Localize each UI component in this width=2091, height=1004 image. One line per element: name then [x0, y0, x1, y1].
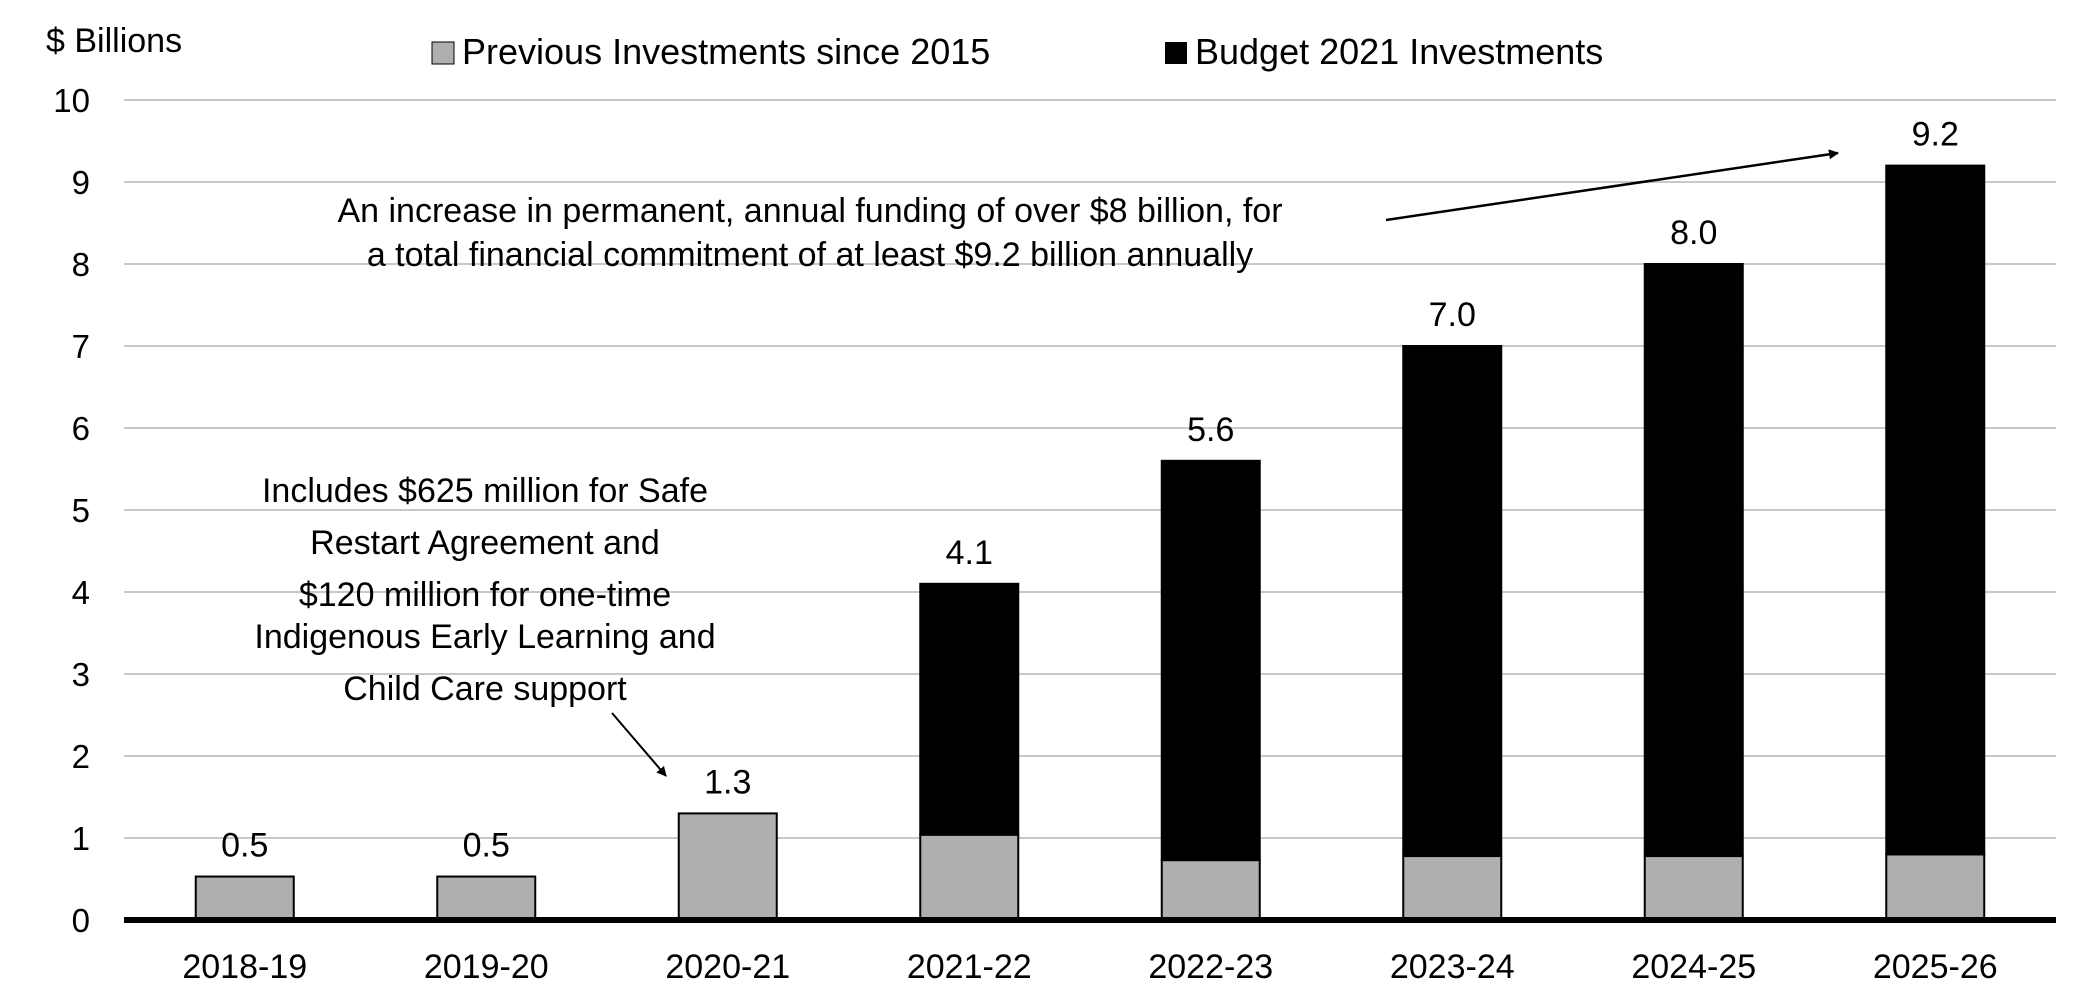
y-tick-label: 0 — [72, 902, 90, 939]
bar-budget-2021 — [1885, 164, 1986, 856]
y-tick-label: 2 — [72, 738, 90, 775]
x-tick-label: 2025-26 — [1873, 948, 1998, 986]
annotation-line-5: Child Care support — [343, 670, 627, 708]
legend-swatch-previous — [431, 41, 455, 65]
annotation-arrow-1 — [611, 712, 667, 777]
total-label: 4.1 — [946, 534, 993, 572]
bar-previous-investments — [1402, 855, 1503, 921]
x-tick-label: 2024-25 — [1631, 948, 1756, 986]
gridlines — [124, 99, 2056, 839]
total-label: 5.6 — [1187, 411, 1234, 449]
y-tick-label: 7 — [72, 328, 90, 365]
y-tick-label: 1 — [72, 820, 90, 857]
annotation-line-2: Restart Agreement and — [310, 524, 660, 562]
y-tick-label: 9 — [72, 164, 90, 201]
annotation-line-6: An increase in permanent, annual funding… — [337, 192, 1282, 230]
y-tick-label: 8 — [72, 246, 90, 283]
total-label: 8.0 — [1670, 214, 1717, 252]
y-tick-label: 4 — [72, 574, 90, 611]
bar-previous-investments — [677, 812, 778, 922]
legend-swatch-budget — [1165, 42, 1187, 64]
annotation-line-3: $120 million for one-time — [299, 576, 671, 614]
bar-previous-investments — [194, 875, 295, 921]
total-label: 1.3 — [704, 763, 751, 801]
annotation-arrow-2 — [1385, 149, 1839, 222]
y-tick-label: 5 — [72, 492, 90, 529]
y-tick-label: 6 — [72, 410, 90, 447]
total-labels: 0.5 0.5 1.3 4.1 5.6 7.0 8.0 9.2 — [221, 116, 1959, 865]
bar-previous-investments — [1160, 859, 1261, 922]
x-axis-ticks: 2018-19 2019-20 2020-21 2021-22 2022-23 2023-… — [182, 948, 1997, 986]
bar-previous-investments — [436, 875, 537, 921]
annotation-line-7: a total financial commitment of at least… — [367, 236, 1253, 274]
legend-label-budget: Budget 2021 Investments — [1195, 31, 1603, 72]
y-tick-label: 3 — [72, 656, 90, 693]
x-tick-label: 2021-22 — [907, 948, 1032, 986]
y-axis-label: $ Billions — [46, 22, 182, 60]
legend-label-previous: Previous Investments since 2015 — [462, 31, 990, 72]
x-tick-label: 2022-23 — [1148, 948, 1273, 986]
x-tick-label: 2023-24 — [1390, 948, 1515, 986]
bars — [194, 164, 1986, 922]
bar-budget-2021 — [1402, 345, 1503, 858]
x-tick-label: 2018-19 — [182, 948, 307, 986]
bar-budget-2021 — [919, 582, 1020, 836]
x-tick-label: 2020-21 — [665, 948, 790, 986]
bar-budget-2021 — [1643, 263, 1744, 858]
x-tick-label: 2019-20 — [424, 948, 549, 986]
annotation-line-1: Includes $625 million for Safe — [262, 472, 708, 510]
total-label: 7.0 — [1429, 296, 1476, 334]
bar-budget-2021 — [1160, 459, 1261, 862]
total-label: 9.2 — [1912, 116, 1959, 154]
annotation-line-4: Indigenous Early Learning and — [254, 618, 715, 656]
total-label: 0.5 — [463, 827, 510, 865]
bar-previous-investments — [1643, 855, 1744, 921]
total-label: 0.5 — [221, 827, 268, 865]
y-tick-label: 10 — [53, 82, 90, 119]
bar-previous-investments — [919, 833, 1020, 921]
bar-previous-investments — [1885, 853, 1986, 922]
y-axis-ticks: 0 1 2 3 4 5 6 7 8 9 10 — [53, 82, 90, 939]
legend: Previous Investments since 2015 Budget 2… — [431, 31, 1603, 72]
annotation-permanent-funding: An increase in permanent, annual funding… — [337, 149, 1839, 274]
annotation-safe-restart: Includes $625 million for Safe Restart A… — [254, 472, 716, 777]
